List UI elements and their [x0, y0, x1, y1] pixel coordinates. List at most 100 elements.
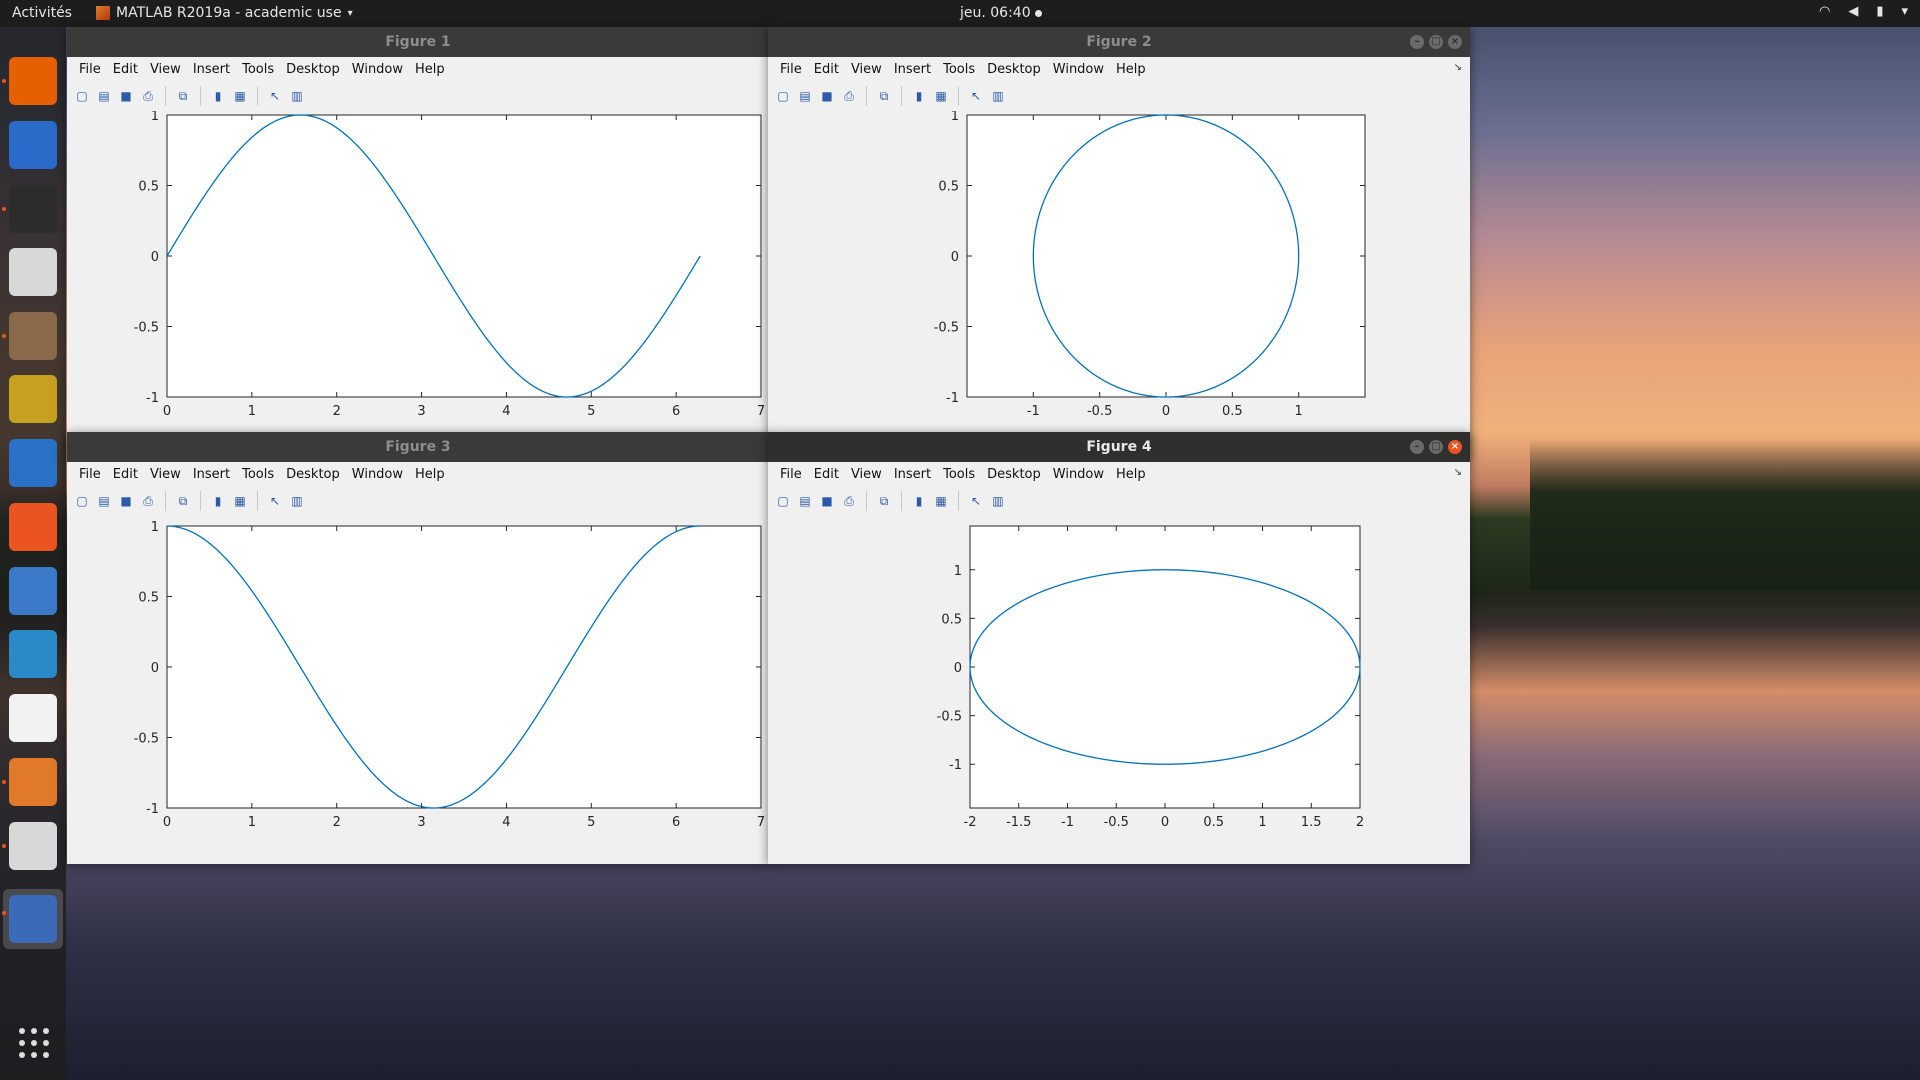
menu-insert[interactable]: Insert [192, 61, 231, 77]
file-manager-icon[interactable] [9, 312, 57, 360]
text-editor-2-icon[interactable] [9, 822, 57, 870]
menu-desktop[interactable]: Desktop [286, 61, 340, 77]
figure-canvas[interactable]: -1 -0.5 0 0.5 1 -1 -0.5 0 0.5 1 [768, 111, 1470, 459]
legend-icon[interactable]: ▦ [234, 89, 246, 103]
firefox-icon[interactable] [9, 57, 57, 105]
link-plot-icon[interactable]: ⧉ [879, 493, 889, 508]
clock[interactable]: jeu. 06:40 [960, 5, 1042, 21]
property-inspector-icon[interactable]: ▥ [992, 89, 1004, 103]
print-icon[interactable]: ⎙ [143, 88, 153, 103]
window-titlebar[interactable]: Figure 2 – □ × [768, 27, 1470, 57]
figure-window-2[interactable]: Figure 2– □ × File Edit View Insert Tools Deskto… [768, 27, 1470, 459]
menu-view[interactable]: View [149, 466, 181, 482]
colorbar-icon[interactable]: ▮ [915, 89, 923, 103]
window-titlebar[interactable]: Figure 1 [67, 27, 769, 57]
menu-insert[interactable]: Insert [192, 466, 231, 482]
new-figure-icon[interactable]: ▢ [777, 89, 789, 103]
dock-figure-arrow-icon[interactable]: ↘ [1453, 467, 1462, 478]
colorbar-icon[interactable]: ▮ [214, 89, 222, 103]
menu-file[interactable]: File [79, 466, 101, 482]
print-icon[interactable]: ⎙ [844, 88, 854, 103]
legend-icon[interactable]: ▦ [935, 89, 947, 103]
software-center-icon[interactable] [9, 503, 57, 551]
system-monitor-icon[interactable] [9, 630, 57, 678]
edit-plot-arrow-icon[interactable]: ↖ [970, 494, 982, 508]
colorbar-icon[interactable]: ▮ [214, 494, 222, 508]
window-titlebar[interactable]: Figure 3 [67, 432, 769, 462]
dock-figure-arrow-icon[interactable]: ↘ [1453, 62, 1462, 73]
menu-view[interactable]: View [850, 61, 882, 77]
property-inspector-icon[interactable]: ▥ [992, 494, 1004, 508]
save-icon[interactable]: ■ [821, 89, 833, 103]
menu-tools[interactable]: Tools [943, 61, 976, 77]
save-icon[interactable]: ■ [120, 494, 132, 508]
menu-edit[interactable]: Edit [112, 61, 138, 77]
menu-window[interactable]: Window [351, 61, 404, 77]
save-icon[interactable]: ■ [120, 89, 132, 103]
edit-plot-arrow-icon[interactable]: ↖ [269, 494, 281, 508]
colorbar-icon[interactable]: ▮ [915, 494, 923, 508]
text-editor-icon[interactable] [9, 248, 57, 296]
menu-edit[interactable]: Edit [112, 466, 138, 482]
menu-help[interactable]: Help [1116, 61, 1146, 77]
libreoffice-writer-icon[interactable] [9, 439, 57, 487]
link-plot-icon[interactable]: ⧉ [178, 493, 188, 508]
edit-plot-arrow-icon[interactable]: ↖ [970, 89, 982, 103]
figure-window-3[interactable]: Figure 3 File Edit View Insert Tools Desktop Wi… [67, 432, 769, 864]
menu-desktop[interactable]: Desktop [286, 466, 340, 482]
matlab-icon[interactable] [9, 895, 57, 943]
close-icon[interactable]: × [1448, 440, 1462, 454]
activities-button[interactable]: Activités [12, 5, 72, 21]
open-file-icon[interactable]: ▤ [799, 494, 811, 508]
menu-insert[interactable]: Insert [893, 61, 932, 77]
menu-tools[interactable]: Tools [242, 61, 275, 77]
maximize-icon[interactable]: □ [1429, 35, 1443, 49]
close-icon[interactable]: × [1448, 35, 1462, 49]
property-inspector-icon[interactable]: ▥ [291, 89, 303, 103]
figure-window-4[interactable]: Figure 4 – □ × File Edit View Insert Tools Deskto… [768, 432, 1470, 864]
open-file-icon[interactable]: ▤ [98, 494, 110, 508]
print-icon[interactable]: ⎙ [143, 493, 153, 508]
menu-tools[interactable]: Tools [943, 466, 976, 482]
menu-view[interactable]: View [149, 61, 181, 77]
legend-icon[interactable]: ▦ [234, 494, 246, 508]
figure-canvas[interactable]: -2 -1.5 -1 -0.5 0 0.5 1 1.5 2 -1 -0.5 0 0.5 1 [768, 516, 1470, 864]
open-file-icon[interactable]: ▤ [98, 89, 110, 103]
amazon-icon[interactable] [9, 694, 57, 742]
maximize-icon[interactable]: □ [1429, 440, 1443, 454]
window-titlebar[interactable]: Figure 4 – □ × [768, 432, 1470, 462]
menu-file[interactable]: File [780, 61, 802, 77]
edit-plot-arrow-icon[interactable]: ↖ [269, 89, 281, 103]
link-plot-icon[interactable]: ⧉ [879, 88, 889, 103]
terminal-icon[interactable] [9, 185, 57, 233]
minimize-icon[interactable]: – [1410, 35, 1424, 49]
menu-view[interactable]: View [850, 466, 882, 482]
menu-file[interactable]: File [79, 61, 101, 77]
system-tray[interactable]: ◠ ◀ ▮ ▾ [1819, 4, 1908, 19]
thunderbird-icon[interactable] [9, 121, 57, 169]
link-plot-icon[interactable]: ⧉ [178, 88, 188, 103]
matlab64-icon[interactable] [9, 758, 57, 806]
save-icon[interactable]: ■ [821, 494, 833, 508]
property-inspector-icon[interactable]: ▥ [291, 494, 303, 508]
show-applications-button[interactable] [19, 1028, 49, 1058]
open-file-icon[interactable]: ▤ [799, 89, 811, 103]
menu-desktop[interactable]: Desktop [987, 61, 1041, 77]
menu-help[interactable]: Help [415, 466, 445, 482]
figure-canvas[interactable]: 0 1 2 3 4 5 6 7 -1 -0.5 0 0.5 1 [67, 516, 769, 864]
menu-edit[interactable]: Edit [813, 61, 839, 77]
new-figure-icon[interactable]: ▢ [777, 494, 789, 508]
menu-file[interactable]: File [780, 466, 802, 482]
new-figure-icon[interactable]: ▢ [76, 89, 88, 103]
menu-help[interactable]: Help [1116, 466, 1146, 482]
new-figure-icon[interactable]: ▢ [76, 494, 88, 508]
figure-window-1[interactable]: Figure 1 File Edit View Insert Tools Desktop Wi… [67, 27, 769, 459]
figure-canvas[interactable]: 0 1 2 3 4 5 6 7 -1 -0.5 0 0.5 1 [67, 111, 769, 459]
menu-tools[interactable]: Tools [242, 466, 275, 482]
help-icon[interactable] [9, 567, 57, 615]
menu-window[interactable]: Window [1052, 466, 1105, 482]
menu-window[interactable]: Window [351, 466, 404, 482]
print-icon[interactable]: ⎙ [844, 493, 854, 508]
rhythmbox-icon[interactable] [9, 375, 57, 423]
menu-help[interactable]: Help [415, 61, 445, 77]
